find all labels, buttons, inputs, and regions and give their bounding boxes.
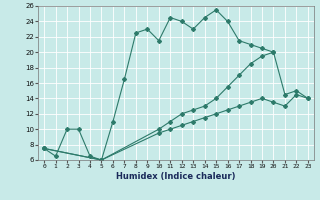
X-axis label: Humidex (Indice chaleur): Humidex (Indice chaleur) <box>116 172 236 181</box>
